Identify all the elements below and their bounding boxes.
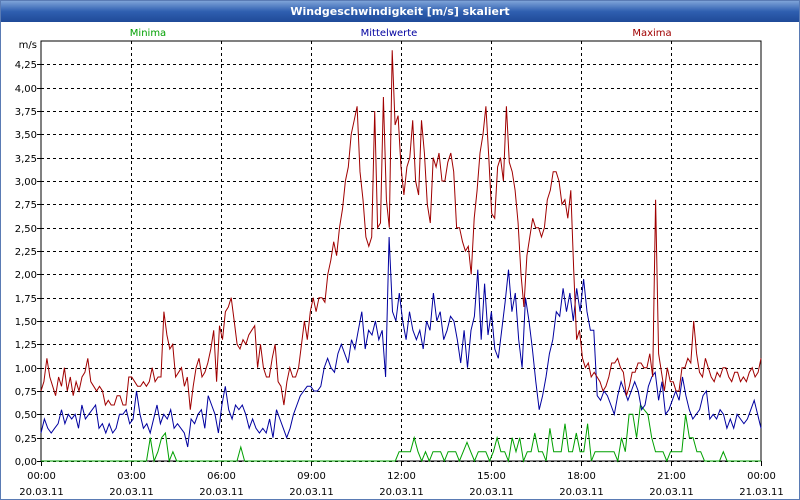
- x-tick-date: 20.03.11: [199, 487, 244, 498]
- y-tick-label: 1,00: [15, 364, 37, 375]
- chart-area: 0,00 0,25 0,50 0,75 1,00 1,25 1,50 1,75 2,00 2,25…: [15, 28, 784, 498]
- y-tick-label: 1,25: [15, 340, 37, 351]
- y-tick-label: 0,25: [15, 434, 37, 445]
- y-tick-label: 2,00: [15, 270, 37, 281]
- x-tick-time: 18:00: [567, 471, 596, 482]
- y-tick-label: 2,25: [15, 247, 37, 258]
- x-tick-date: 20.03.11: [289, 487, 334, 498]
- y-tick-label: 3,50: [15, 130, 37, 141]
- y-tick-label: 0,50: [15, 410, 37, 421]
- x-tick-time: 12:00: [387, 471, 416, 482]
- series-line-maxima: [40, 50, 762, 410]
- window-title: Windgeschwindigkeit [m/s] skaliert: [1, 1, 799, 22]
- x-tick-date: 20.03.11: [649, 487, 694, 498]
- x-tick-time: 09:00: [297, 471, 326, 482]
- legend-minima: Minima: [130, 28, 166, 39]
- x-tick-date: 20.03.11: [559, 487, 604, 498]
- legend-mittelwerte: Mittelwerte: [361, 28, 418, 39]
- y-tick-label: 3,75: [15, 107, 37, 118]
- y-tick-label: 0,75: [15, 387, 37, 398]
- x-tick-time: 15:00: [477, 471, 506, 482]
- x-tick-time: 21:00: [657, 471, 686, 482]
- x-tick-time: 00:00: [27, 471, 56, 482]
- series-line-mittelwerte: [40, 236, 762, 448]
- legend-maxima: Maxima: [632, 28, 671, 39]
- y-tick-label: 4,00: [15, 84, 37, 95]
- y-axis-unit: m/s: [19, 40, 37, 51]
- x-tick-time: 06:00: [207, 471, 236, 482]
- x-tick-date: 20.03.11: [469, 487, 514, 498]
- y-tick-label: 1,50: [15, 317, 37, 328]
- y-tick-label: 2,75: [15, 200, 37, 211]
- x-tick-date: 20.03.11: [109, 487, 154, 498]
- y-tick-label: 2,50: [15, 224, 37, 235]
- y-tick-label: 4,25: [15, 60, 37, 71]
- y-tick-label: 1,75: [15, 294, 37, 305]
- x-tick-date: 20.03.11: [19, 487, 64, 498]
- x-tick-time: 03:00: [117, 471, 146, 482]
- y-tick-label: 3,25: [15, 154, 37, 165]
- x-tick-time: 00:00: [747, 471, 776, 482]
- x-tick-date: 20.03.11: [379, 487, 424, 498]
- x-tick-date: 21.03.11: [739, 487, 784, 498]
- y-tick-label: 0,00: [15, 457, 37, 468]
- y-tick-label: 3,00: [15, 177, 37, 188]
